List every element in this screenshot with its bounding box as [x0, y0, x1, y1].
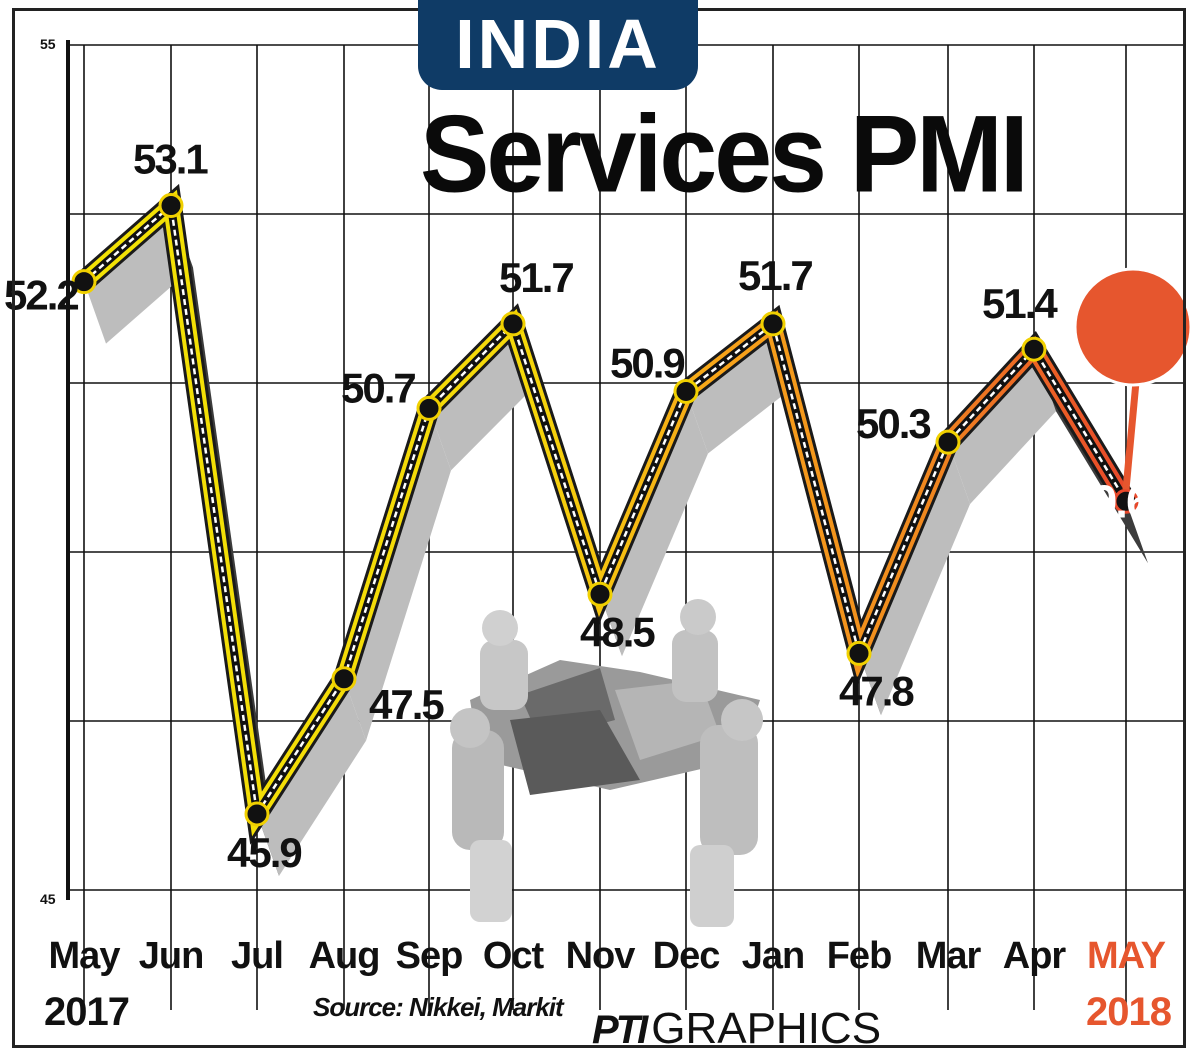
x-tick-label-may: May [49, 935, 121, 977]
x-tick-label-dec: Dec [653, 935, 721, 977]
x-tick-label-mar: Mar [916, 935, 982, 977]
shadow-facet [686, 323, 795, 454]
pmi-series-points [71, 193, 1193, 827]
value-label-nov: 48.5 [580, 608, 655, 655]
value-label-jan: 51.7 [738, 252, 812, 299]
shadow-facet [948, 349, 1056, 505]
data-point-jul [244, 801, 270, 827]
x-tick-label-aug: Aug [309, 935, 380, 977]
value-label-feb: 47.8 [839, 667, 914, 714]
end-year: 2018 [1086, 990, 1172, 1034]
value-label-jul: 45.9 [227, 829, 301, 876]
data-point-mar [935, 429, 961, 455]
y-tick-label: 45 [40, 891, 56, 907]
shadow-facet [344, 408, 451, 741]
value-label-apr: 51.4 [982, 280, 1058, 327]
x-axis-labels: May Jun Jul Aug Sep Oct Nov Dec Jan Feb Mar Apr MAY [49, 935, 1167, 977]
x-tick-label-may: MAY [1087, 935, 1166, 977]
pti-logo: PTI [592, 1008, 648, 1052]
data-point-aug [331, 666, 357, 692]
value-label-oct: 51.7 [499, 254, 573, 301]
value-labels: 52.2 53.1 45.9 47.5 50.7 51.7 48.5 50.9 51.7 47.8… [4, 136, 1152, 876]
value-label-jun: 53.1 [133, 136, 208, 183]
x-tick-label-apr: Apr [1003, 935, 1067, 977]
value-label-mar: 50.3 [856, 400, 930, 447]
source-note: Source: Nikkei, Markit [313, 992, 564, 1022]
x-tick-label-jul: Jul [231, 935, 283, 977]
team-puzzle-illustration [450, 599, 763, 927]
value-label-may: 52.2 [4, 272, 78, 319]
value-label-aug: 47.5 [369, 681, 444, 728]
value-label-may: 49.6 [1068, 475, 1150, 527]
data-point-jun [158, 193, 184, 219]
data-point-oct [500, 311, 526, 337]
x-tick-label-oct: Oct [483, 935, 545, 977]
data-point-jan [760, 311, 786, 337]
y-tick-label: 55 [40, 36, 56, 52]
data-point-may [71, 269, 97, 295]
chart-grid [70, 44, 1186, 1010]
shadow-facet [257, 678, 366, 876]
chart-title: Services PMI [420, 94, 1029, 216]
value-label-sep: 50.7 [341, 364, 415, 411]
data-point-feb [846, 640, 872, 666]
x-tick-label-jun: Jun [139, 935, 204, 977]
y-axis: 55 45 [40, 36, 70, 907]
latest-marker-bubble [1073, 267, 1193, 387]
data-point-may [1113, 488, 1139, 514]
country-kicker: INDIA [418, 0, 698, 90]
shadow-facet [600, 391, 708, 657]
x-tick-label-nov: Nov [566, 935, 636, 977]
shadow-facet [429, 323, 535, 471]
graphics-credit: PTI GRAPHICS [592, 1004, 881, 1055]
data-point-sep [416, 395, 442, 421]
x-tick-label-jan: Jan [742, 935, 804, 977]
data-point-dec [673, 378, 699, 404]
data-point-nov [587, 581, 613, 607]
data-point-apr [1021, 336, 1047, 362]
x-tick-label-sep: Sep [396, 935, 463, 977]
shadow-facet [859, 442, 970, 716]
start-year: 2017 [44, 990, 130, 1034]
x-tick-label-feb: Feb [827, 935, 892, 977]
value-label-dec: 50.9 [610, 339, 684, 386]
graphics-word: GRAPHICS [651, 1004, 882, 1053]
latest-marker-stem [1122, 381, 1140, 490]
